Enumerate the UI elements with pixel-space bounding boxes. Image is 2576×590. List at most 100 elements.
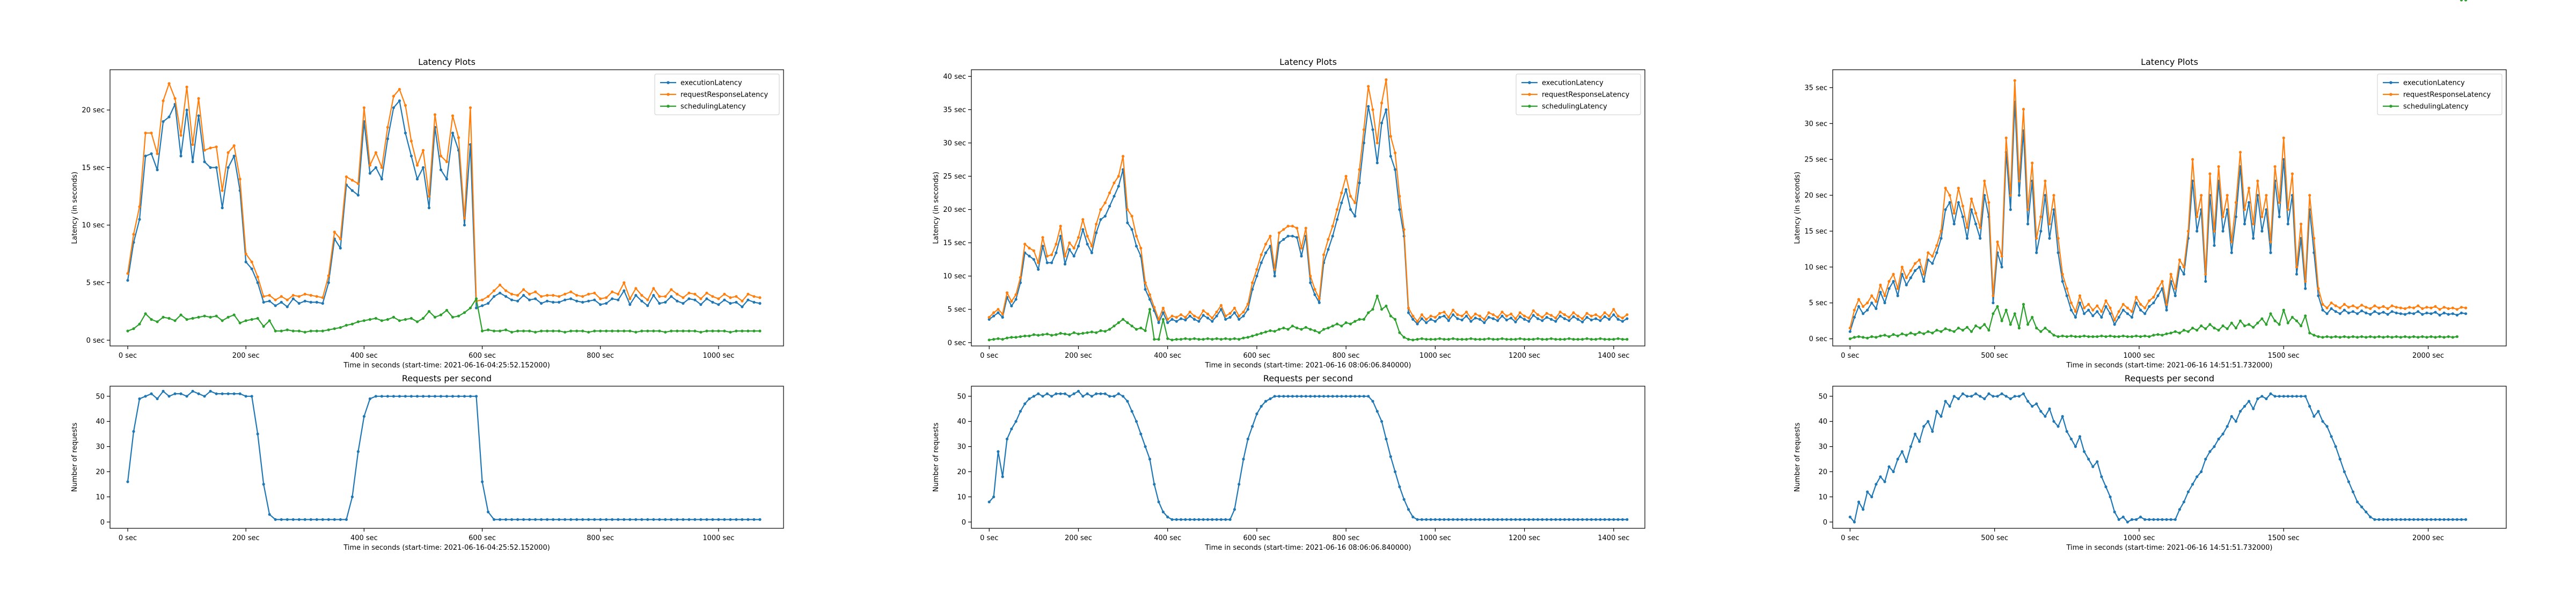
data-point	[1438, 337, 1441, 340]
data-point	[1443, 338, 1446, 341]
data-point	[510, 330, 514, 334]
data-point	[2421, 518, 2424, 521]
data-point	[368, 172, 372, 175]
data-point	[735, 300, 738, 304]
data-point	[628, 329, 632, 333]
series-line	[989, 390, 1627, 520]
data-point	[676, 292, 679, 296]
data-point	[374, 316, 378, 320]
data-point	[457, 136, 460, 139]
data-point	[333, 518, 336, 521]
data-point	[1549, 337, 1553, 340]
data-point	[2161, 518, 2164, 521]
series-requests-per-second	[126, 389, 762, 521]
data-point	[1931, 331, 1934, 335]
y-tick-label: 5 sec	[948, 306, 966, 314]
data-point	[1581, 518, 1584, 521]
data-point	[1456, 518, 1459, 521]
data-point	[1224, 318, 1227, 321]
data-point	[2109, 495, 2112, 499]
data-point	[1527, 320, 1531, 323]
data-point	[2074, 315, 2077, 319]
data-point	[1460, 314, 1463, 318]
data-point	[2269, 240, 2272, 244]
data-point	[315, 295, 318, 298]
data-point	[268, 299, 271, 303]
data-point	[197, 114, 200, 117]
data-point	[1300, 395, 1303, 398]
data-point	[2156, 294, 2160, 298]
data-point	[1590, 314, 1593, 318]
data-point	[510, 518, 514, 521]
data-point	[1491, 518, 1495, 521]
data-point	[1028, 254, 1031, 258]
data-point	[1940, 415, 1943, 418]
data-point	[1952, 211, 1956, 215]
data-point	[2087, 303, 2090, 306]
data-point	[2009, 323, 2012, 326]
data-point	[2334, 304, 2337, 307]
data-point	[664, 330, 667, 334]
data-point	[1371, 128, 1374, 131]
data-point	[297, 329, 301, 333]
data-point	[2078, 335, 2082, 338]
data-point	[1944, 208, 1947, 211]
data-point	[605, 296, 608, 299]
data-point	[2417, 310, 2420, 313]
data-point	[1905, 334, 1908, 337]
data-point	[646, 518, 649, 521]
data-point	[1576, 318, 1579, 321]
data-point	[2234, 327, 2237, 330]
data-point	[1407, 306, 1410, 309]
data-point	[2022, 303, 2025, 306]
data-point	[1465, 314, 1468, 318]
data-point	[1059, 234, 1062, 238]
data-point	[499, 329, 502, 333]
x-tick-label: 0 sec	[980, 534, 998, 542]
data-point	[2213, 244, 2216, 247]
data-point	[445, 160, 449, 164]
data-point	[1126, 208, 1129, 211]
data-point	[2204, 280, 2207, 283]
data-point	[445, 395, 449, 398]
data-point	[1549, 518, 1553, 521]
data-point	[150, 318, 153, 321]
data-point	[741, 329, 744, 333]
data-point	[1536, 317, 1540, 320]
data-point	[493, 289, 496, 292]
data-point	[1857, 500, 1861, 504]
data-point	[581, 300, 584, 304]
data-point	[481, 329, 484, 333]
data-point	[2282, 395, 2285, 398]
data-point	[409, 154, 413, 158]
data-point	[2165, 303, 2168, 306]
data-point	[2438, 518, 2441, 521]
data-point	[1581, 317, 1584, 320]
data-point	[1496, 338, 1499, 341]
data-point	[2373, 310, 2376, 313]
data-point	[179, 154, 182, 158]
data-point	[2442, 306, 2446, 309]
data-point	[2338, 458, 2341, 461]
data-point	[303, 330, 306, 334]
data-point	[1242, 314, 1245, 318]
data-point	[2317, 410, 2320, 413]
data-point	[2169, 518, 2172, 521]
data-point	[1211, 338, 1214, 341]
data-point	[504, 328, 508, 331]
data-point	[1113, 195, 1116, 198]
data-point	[658, 329, 661, 333]
data-point	[1251, 334, 1254, 338]
data-point	[1518, 311, 1521, 314]
data-point	[2273, 165, 2277, 168]
data-point	[664, 518, 667, 521]
data-point	[1883, 334, 1886, 337]
data-point	[1202, 314, 1205, 317]
data-point	[451, 131, 455, 135]
data-point	[1215, 337, 1218, 340]
data-point	[185, 108, 188, 112]
data-point	[2139, 303, 2142, 306]
data-point	[658, 518, 661, 521]
data-point	[1870, 294, 1874, 298]
